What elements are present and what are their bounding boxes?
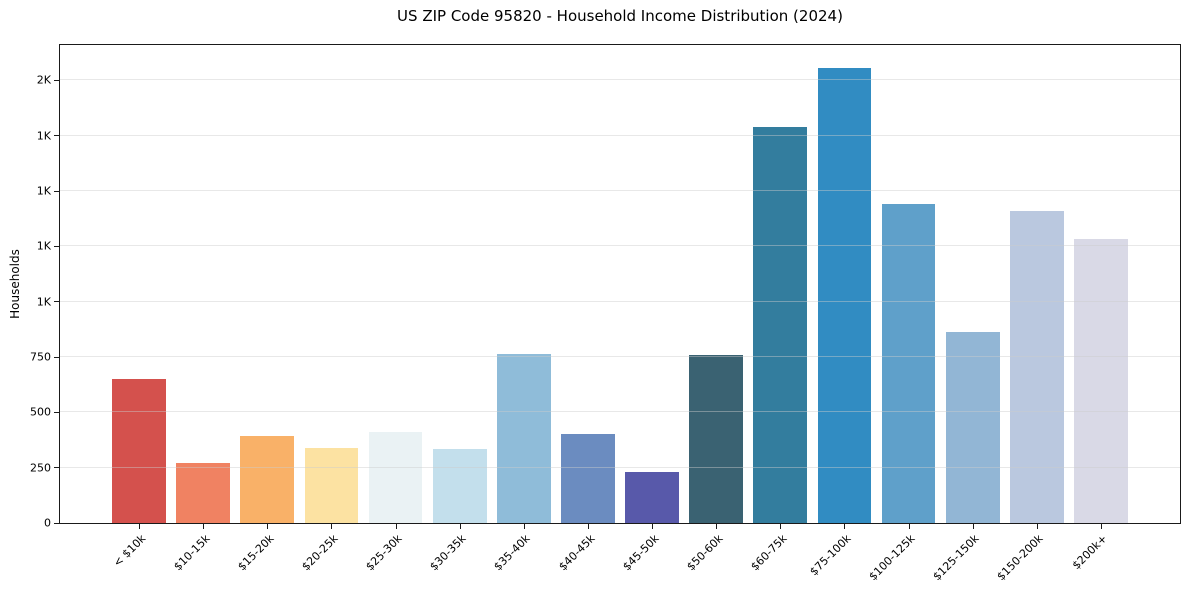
y-tick-label: 1K	[36, 129, 51, 143]
y-axis-label: Households	[8, 249, 22, 319]
x-tick-label: $50-60k	[684, 532, 726, 574]
bar-slot: $60-75k	[748, 45, 812, 573]
x-tick-mark	[331, 524, 333, 529]
bar	[945, 331, 1000, 523]
bar-slot: $45-50k	[620, 45, 684, 573]
y-tick-mark	[54, 301, 59, 303]
y-tick-label: 500	[30, 405, 51, 419]
bar	[625, 472, 679, 523]
y-tick-mark	[54, 356, 59, 358]
bars: < $10k $10-15k $15-20k $20-25k $25-30k $30-35…	[107, 45, 1133, 583]
x-tick-label: $100-125k	[866, 532, 918, 584]
bar	[817, 68, 872, 523]
bar	[689, 354, 744, 523]
bar-slot: $200k+	[1069, 45, 1133, 572]
x-tick-mark	[139, 524, 141, 529]
x-tick-label: $10-15k	[171, 532, 213, 574]
x-tick-mark	[395, 524, 397, 529]
y-tick-mark	[54, 522, 59, 524]
x-tick-mark	[844, 524, 846, 529]
bar	[432, 448, 487, 523]
y-tick-label: 2K	[36, 73, 51, 87]
bar	[561, 434, 615, 523]
bar	[881, 204, 936, 523]
bar	[240, 435, 295, 523]
bar-slot: $40-45k	[556, 45, 620, 573]
x-tick-mark	[203, 524, 205, 529]
x-tick-label: $60-75k	[748, 532, 790, 574]
x-tick-label: $20-25k	[299, 532, 341, 574]
x-tick-mark	[908, 524, 910, 529]
x-tick-label: < $10k	[110, 532, 149, 570]
bar-slot: $100-125k	[867, 45, 941, 583]
x-tick-mark	[267, 524, 269, 529]
x-tick-label: $200k+	[1070, 532, 1111, 573]
y-tick-label: 250	[30, 461, 51, 475]
y-tick-mark	[54, 79, 59, 81]
x-tick-mark	[972, 524, 974, 529]
bar	[1009, 210, 1064, 523]
bar-slot: $20-25k	[299, 45, 363, 573]
x-tick-mark	[652, 524, 654, 529]
x-tick-mark	[780, 524, 782, 529]
y-tick-mark	[54, 135, 59, 137]
x-tick-label: $125-150k	[930, 532, 982, 584]
bar-slot: $35-40k	[492, 45, 556, 573]
bar	[368, 432, 423, 523]
y-tick-mark	[54, 467, 59, 469]
x-tick-label: $30-35k	[427, 532, 469, 574]
x-tick-label: $150-200k	[994, 532, 1047, 584]
bar	[496, 353, 551, 523]
bar-slot: $10-15k	[171, 45, 235, 573]
y-tick-mark	[54, 190, 59, 192]
plot-area: 0 250 500 750 1K 1K 1K 1K 2K < $10k $10-15k $15-20k…	[30, 44, 1181, 583]
bar	[753, 126, 808, 523]
x-tick-label: $45-50k	[619, 532, 662, 574]
bar-slot: $125-150k	[931, 45, 1005, 583]
bar-slot: $50-60k	[684, 45, 748, 573]
x-tick-mark	[716, 524, 718, 529]
x-tick-mark	[523, 524, 525, 529]
x-tick-label: $75-100k	[807, 532, 854, 579]
bar	[1074, 238, 1128, 523]
x-tick-mark	[1100, 524, 1102, 529]
bar	[112, 379, 166, 523]
x-tick-mark	[459, 524, 461, 529]
y-tick-mark	[54, 245, 59, 247]
x-tick-mark	[1036, 524, 1038, 529]
x-tick-label: $40-45k	[555, 532, 598, 574]
y-tick-label: 750	[30, 350, 51, 364]
x-tick-label: $25-30k	[363, 532, 405, 574]
y-tick-label: 1K	[36, 184, 51, 198]
y-tick-label: 0	[44, 516, 51, 530]
x-tick-label: $15-20k	[235, 532, 277, 574]
chart-title: US ZIP Code 95820 - Household Income Dis…	[397, 7, 843, 25]
bar-slot: $25-30k	[363, 45, 428, 573]
bar	[176, 463, 231, 523]
x-tick-label: $35-40k	[491, 532, 534, 574]
bar-slot: < $10k	[107, 45, 171, 570]
y-tick-label: 1K	[36, 239, 51, 253]
bar-slot: $30-35k	[428, 45, 492, 573]
y-tick-mark	[54, 411, 59, 413]
bar-slot: $15-20k	[235, 45, 299, 573]
bar-slot: $75-100k	[807, 45, 876, 578]
bar	[304, 447, 359, 523]
bar-slot: $150-200k	[995, 45, 1069, 583]
x-tick-mark	[587, 524, 589, 529]
y-tick-label: 1K	[36, 295, 51, 309]
